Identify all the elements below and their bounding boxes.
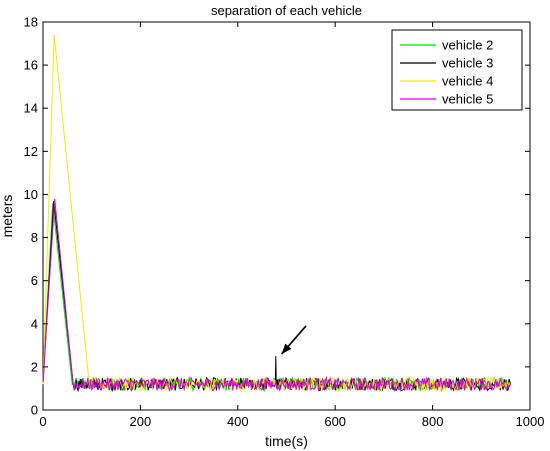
x-tick-label: 600 — [324, 414, 346, 429]
y-tick-label: 16 — [24, 58, 38, 73]
y-tick-label: 18 — [24, 15, 38, 30]
y-tick-label: 2 — [31, 359, 38, 374]
y-tick-label: 12 — [24, 144, 38, 159]
x-axis-label: time(s) — [265, 433, 308, 449]
series-line-vehicle-5 — [42, 198, 511, 393]
x-tick-label: 200 — [130, 414, 152, 429]
series-group — [42, 34, 511, 393]
x-axis-ticks: 0 200 400 600 800 1000 — [39, 22, 544, 429]
x-tick-label: 400 — [227, 414, 249, 429]
y-tick-label: 14 — [24, 101, 38, 116]
y-tick-label: 0 — [31, 403, 38, 418]
y-tick-label: 8 — [31, 230, 38, 245]
x-tick-label: 1000 — [516, 414, 545, 429]
legend-items: vehicle 2 vehicle 3 vehicle 4 vehicle 5 — [400, 38, 493, 107]
x-tick-label: 0 — [39, 414, 46, 429]
y-tick-label: 6 — [31, 273, 38, 288]
y-axis-ticks: 0 2 4 6 8 10 12 14 16 18 — [24, 15, 530, 418]
legend-label: vehicle 2 — [442, 38, 493, 53]
legend-label: vehicle 3 — [442, 56, 493, 71]
x-tick-label: 800 — [422, 414, 444, 429]
legend-box — [391, 29, 523, 111]
y-tick-label: 4 — [31, 316, 38, 331]
y-axis-label: meters — [0, 195, 15, 238]
annotation-arrow-head — [281, 343, 292, 354]
chart-title: separation of each vehicle — [211, 3, 362, 18]
y-tick-label: 10 — [24, 187, 38, 202]
annotation-group — [281, 325, 307, 355]
legend-label: vehicle 5 — [442, 92, 493, 107]
legend: vehicle 2 vehicle 3 vehicle 4 vehicle 5 — [391, 29, 523, 111]
legend-label: vehicle 4 — [442, 74, 493, 89]
